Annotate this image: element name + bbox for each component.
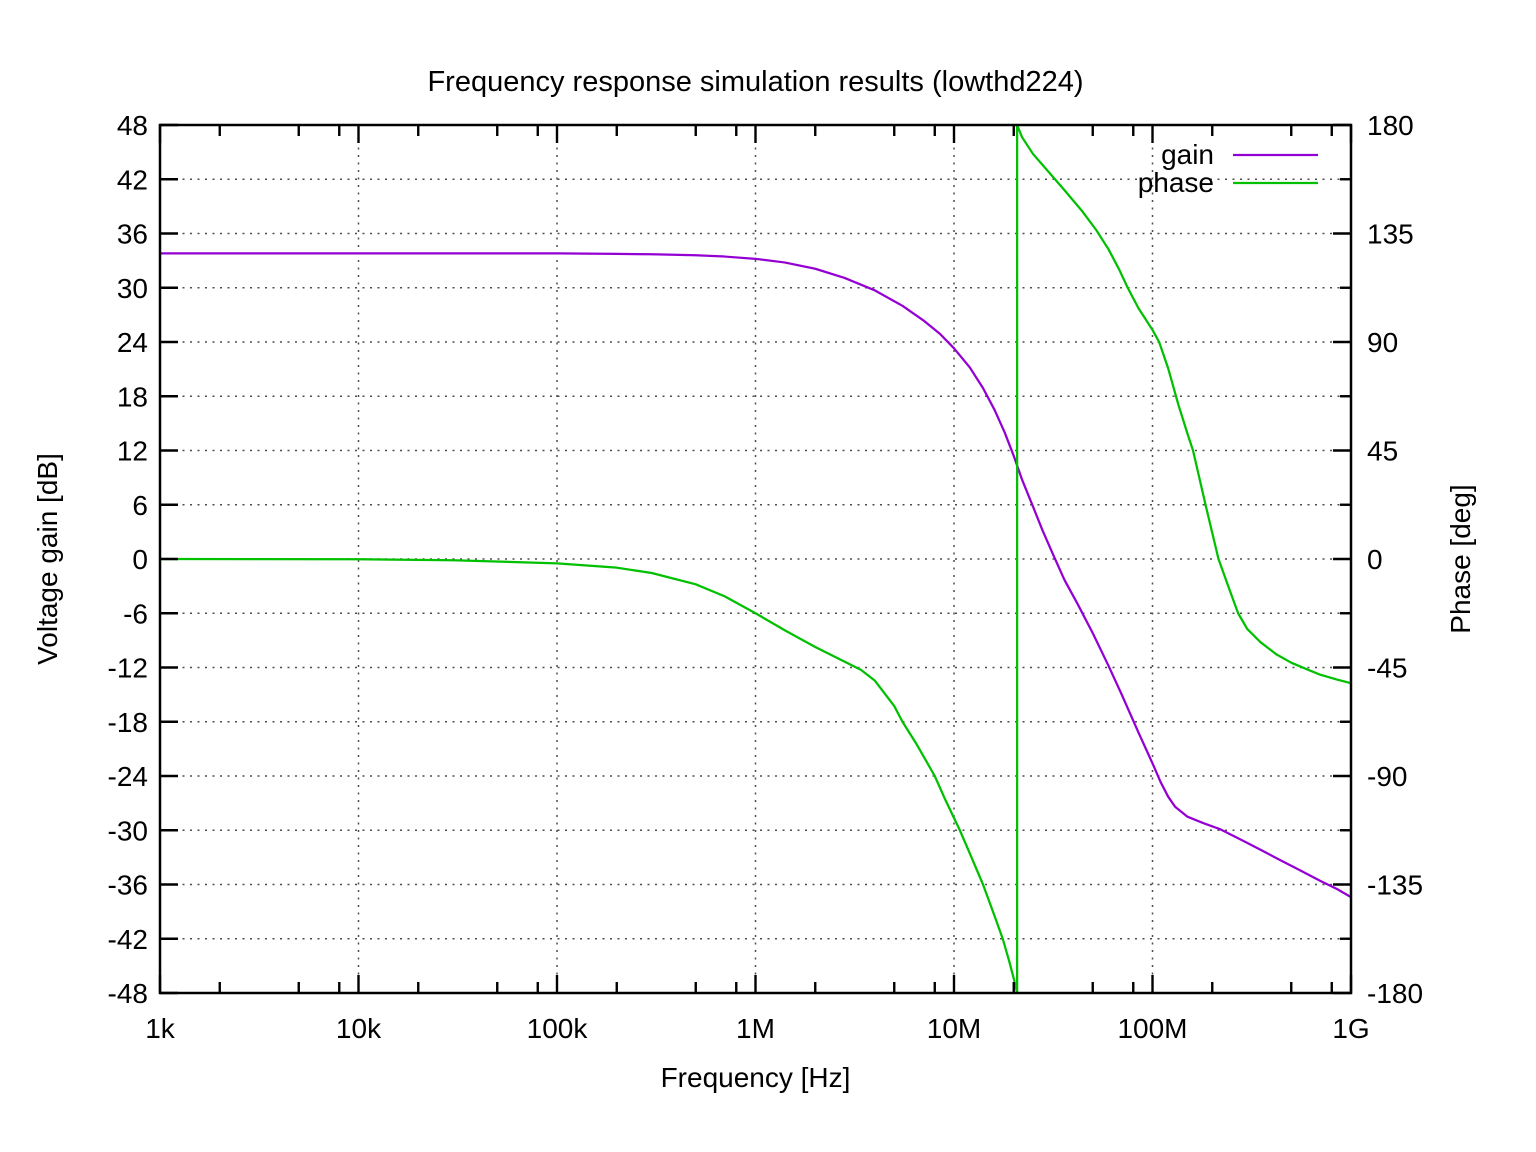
y-right-tick-label: -90 [1367,761,1407,792]
y-right-tick-label: 45 [1367,436,1398,467]
x-axis-title: Frequency [Hz] [661,1062,851,1093]
chart-title: Frequency response simulation results (l… [427,66,1083,98]
y-left-tick-label: -30 [108,815,148,846]
y-left-tick-label: -12 [108,653,148,684]
y-left-tick-label: -18 [108,707,148,738]
y-left-tick-label: -42 [108,924,148,955]
y-left-tick-label: 48 [117,110,148,141]
x-tick-label: 100M [1117,1013,1187,1044]
x-tick-label: 100k [527,1013,589,1044]
y-right-tick-label: 180 [1367,110,1414,141]
y-right-axis-title: Phase [deg] [1445,484,1476,633]
y-left-tick-label: 30 [117,273,148,304]
legend-label-phase: phase [1138,167,1214,198]
y-right-tick-label: -45 [1367,653,1407,684]
x-tick-label: 1M [736,1013,775,1044]
y-right-tick-label: 0 [1367,544,1383,575]
phase-curve [158,123,1353,995]
y-left-tick-label: 12 [117,436,148,467]
y-right-tick-label: -180 [1367,978,1423,1009]
y-left-tick-label: 18 [117,381,148,412]
y-left-tick-label: 6 [132,490,148,521]
y-left-tick-label: 24 [117,327,148,358]
y-right-tick-label: -135 [1367,870,1423,901]
y-right-tick-label: 90 [1367,327,1398,358]
y-left-tick-label: 36 [117,219,148,250]
y-left-tick-label: -36 [108,870,148,901]
legend-label-gain: gain [1161,139,1214,170]
y-left-tick-label: -6 [123,598,148,629]
y-left-tick-label: -48 [108,978,148,1009]
y-left-axis-title: Voltage gain [dB] [32,453,63,665]
x-tick-label: 10M [927,1013,981,1044]
y-right-tick-label: 135 [1367,219,1414,250]
y-left-tick-label: -24 [108,761,148,792]
gain-curve [158,252,1353,899]
y-left-tick-label: 0 [132,544,148,575]
x-tick-label: 1G [1332,1013,1369,1044]
y-left-tick-label: 42 [117,164,148,195]
x-tick-label: 10k [336,1013,382,1044]
x-tick-label: 1k [145,1013,176,1044]
